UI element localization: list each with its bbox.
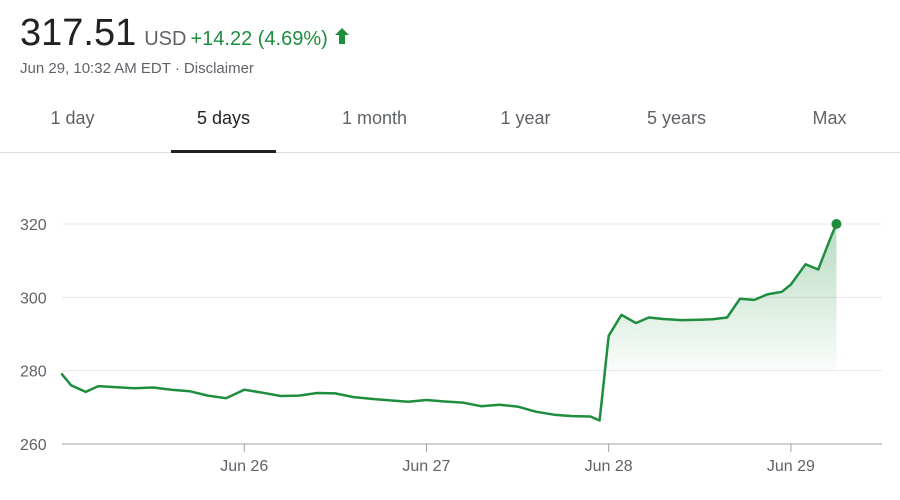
price-change: +14.22 (4.69%) xyxy=(190,28,328,50)
x-tick-label-0: Jun 26 xyxy=(220,458,268,475)
range-tabs: 1 day 5 days 1 month 1 year 5 years Max xyxy=(0,92,900,153)
y-tick-label-260: 260 xyxy=(20,437,47,454)
price-area xyxy=(608,224,837,371)
current-price: 317.51 xyxy=(20,12,137,54)
x-tick-label-2: Jun 28 xyxy=(585,458,633,475)
tab-1-day[interactable]: 1 day xyxy=(50,108,95,128)
quote-timestamp: Jun 29, 10:32 AM EDT xyxy=(20,60,171,77)
x-tick-label-3: Jun 29 xyxy=(767,458,815,475)
y-tick-label-320: 320 xyxy=(20,217,47,234)
arrow-up-icon xyxy=(334,27,350,50)
last-price-point xyxy=(831,219,842,229)
tab-5-years[interactable]: 5 years xyxy=(646,108,707,128)
currency-label: USD xyxy=(144,28,187,50)
tab-1-year[interactable]: 1 year xyxy=(500,108,551,128)
price-chart: 260 280 300 320 Jun 26 Jun 27 Jun 28 Jun 29 xyxy=(20,217,882,475)
y-tick-label-300: 300 xyxy=(20,290,47,307)
tab-max[interactable]: Max xyxy=(812,108,847,128)
disclaimer-link[interactable]: Disclaimer xyxy=(183,60,254,77)
price-line xyxy=(60,222,838,422)
x-tick-label-1: Jun 27 xyxy=(402,458,450,475)
quote-meta: Jun 29, 10:32 AM EDT · Disclaimer xyxy=(20,60,254,77)
quote-header: 317.51 USD +14.22 (4.69%) xyxy=(20,12,350,62)
meta-separator: · xyxy=(174,60,180,77)
y-tick-label-280: 280 xyxy=(20,364,47,381)
tab-1-month[interactable]: 1 month xyxy=(341,108,408,128)
tab-5-days[interactable]: 5 days xyxy=(171,92,276,153)
